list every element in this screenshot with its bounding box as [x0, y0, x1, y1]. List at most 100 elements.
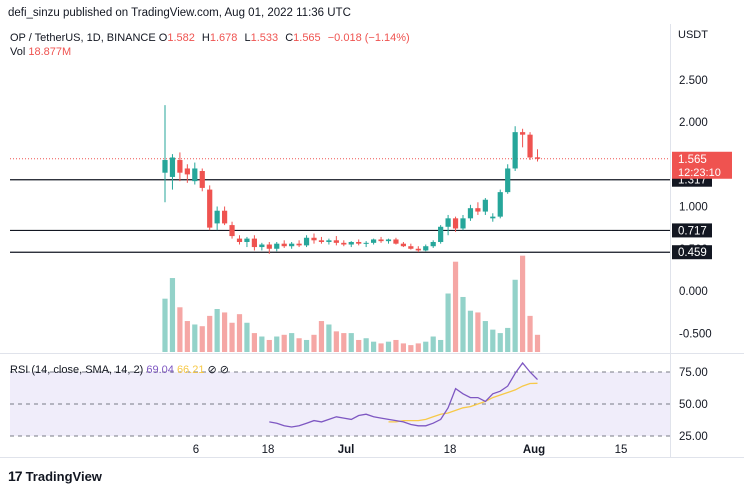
- candle-body: [467, 208, 474, 219]
- open-value: 1.582: [167, 32, 195, 44]
- ohlc-legend: OP / TetherUS, 1D, BINANCE O1.582 H1.678…: [10, 32, 414, 44]
- candle-body: [162, 160, 168, 173]
- rsi-line: [269, 361, 538, 428]
- candle-body: [169, 157, 176, 177]
- x-tick-label: 18: [444, 444, 457, 456]
- candle-body: [333, 240, 339, 243]
- candle-body: [423, 246, 429, 251]
- change-value: −0.018 (−1.14%): [327, 32, 410, 44]
- candle-body: [244, 238, 250, 242]
- volume-bar: [520, 255, 526, 352]
- candle-body: [415, 248, 421, 251]
- rsi-legend: RSI (14, close, SMA, 14, 2) 69.04 66.21 …: [10, 363, 229, 376]
- candle-body: [393, 239, 399, 244]
- candle-body: [371, 239, 377, 243]
- volume-bar: [415, 343, 421, 352]
- volume-legend: Vol 18.877M: [10, 46, 71, 58]
- candle-body: [460, 218, 466, 229]
- candle-body: [534, 157, 541, 159]
- volume-bar: [162, 298, 168, 352]
- volume-bar: [460, 296, 466, 352]
- volume-bar: [303, 339, 310, 352]
- volume-bar: [385, 341, 392, 352]
- low-label: L: [244, 32, 251, 44]
- volume-bar: [207, 315, 213, 352]
- volume-bar: [371, 341, 377, 352]
- candle-body: [184, 168, 190, 175]
- candle-body: [378, 239, 384, 242]
- candle-body: [482, 199, 488, 212]
- close-label: C: [285, 32, 294, 44]
- volume-bar: [192, 324, 198, 352]
- volume-bar: [400, 343, 406, 352]
- volume-bar: [333, 331, 339, 352]
- volume-bar: [341, 333, 347, 352]
- volume-label: Vol: [10, 46, 26, 58]
- volume-bar: [222, 312, 228, 352]
- candle-body: [303, 237, 310, 246]
- candle-body: [222, 210, 228, 224]
- volume-bar: [505, 327, 511, 352]
- volume-bar: [534, 334, 541, 352]
- volume-bar: [408, 345, 414, 352]
- footer-brand[interactable]: 17 TradingView: [8, 468, 102, 484]
- volume-bar: [438, 339, 444, 352]
- volume-bar: [452, 261, 459, 352]
- x-tick-label: Jul: [338, 444, 355, 456]
- level-badge: [672, 223, 712, 238]
- candle-body: [289, 243, 295, 247]
- candle-body: [497, 192, 503, 217]
- price-tick-label: -0.500: [679, 328, 712, 340]
- candle-body: [400, 243, 406, 247]
- volume-bar: [266, 339, 272, 352]
- x-tick-label: 18: [262, 444, 275, 456]
- volume-bar: [229, 322, 235, 352]
- volume-bar: [296, 338, 302, 352]
- candle-body: [266, 244, 272, 249]
- volume-bar: [169, 278, 176, 352]
- level-badge-label: 0.459: [678, 247, 707, 259]
- candle-body: [356, 241, 362, 244]
- candle-body: [311, 237, 317, 241]
- candle-body: [385, 239, 392, 242]
- volume-bar: [512, 279, 518, 352]
- hidden-toggle-icon[interactable]: ⊘ ⊘: [207, 364, 230, 376]
- currency-label: USDT: [678, 29, 708, 41]
- volume-bar: [236, 314, 243, 352]
- volume-bar: [527, 315, 533, 352]
- volume-bar: [244, 322, 250, 352]
- close-value: 1.565: [293, 32, 321, 44]
- price-tick-label: 2.500: [679, 75, 708, 87]
- volume-bar: [490, 329, 496, 352]
- symbol-label: OP / TetherUS, 1D, BINANCE: [10, 32, 156, 44]
- candle-body: [512, 132, 518, 169]
- open-label: O: [158, 32, 168, 44]
- candle-body: [348, 241, 354, 245]
- rsi-tick-label: 25.00: [679, 431, 708, 443]
- candle-body: [229, 225, 235, 237]
- candle-body: [430, 241, 436, 247]
- candle-body: [438, 226, 444, 242]
- candle-body: [192, 168, 198, 182]
- candle-body: [177, 160, 183, 173]
- volume-bar: [445, 293, 451, 352]
- volume-bar: [348, 333, 354, 352]
- candle-body: [274, 243, 280, 249]
- low-value: 1.533: [250, 32, 279, 44]
- countdown-label: 12:23:10: [678, 167, 721, 179]
- volume-bar: [497, 333, 503, 352]
- rsi-tick-label: 75.00: [679, 367, 708, 379]
- high-label: H: [201, 32, 210, 44]
- volume-bar: [184, 321, 190, 352]
- candle-body: [236, 238, 243, 242]
- volume-bar: [482, 321, 488, 352]
- x-tick-label: 15: [615, 444, 628, 456]
- candle-body: [259, 244, 265, 248]
- volume-bar: [363, 338, 369, 352]
- brand-name: TradingView: [25, 468, 102, 484]
- volume-bar: [311, 334, 317, 352]
- x-tick-label: 6: [193, 444, 199, 456]
- high-value: 1.678: [209, 32, 238, 44]
- candle-body: [445, 218, 451, 227]
